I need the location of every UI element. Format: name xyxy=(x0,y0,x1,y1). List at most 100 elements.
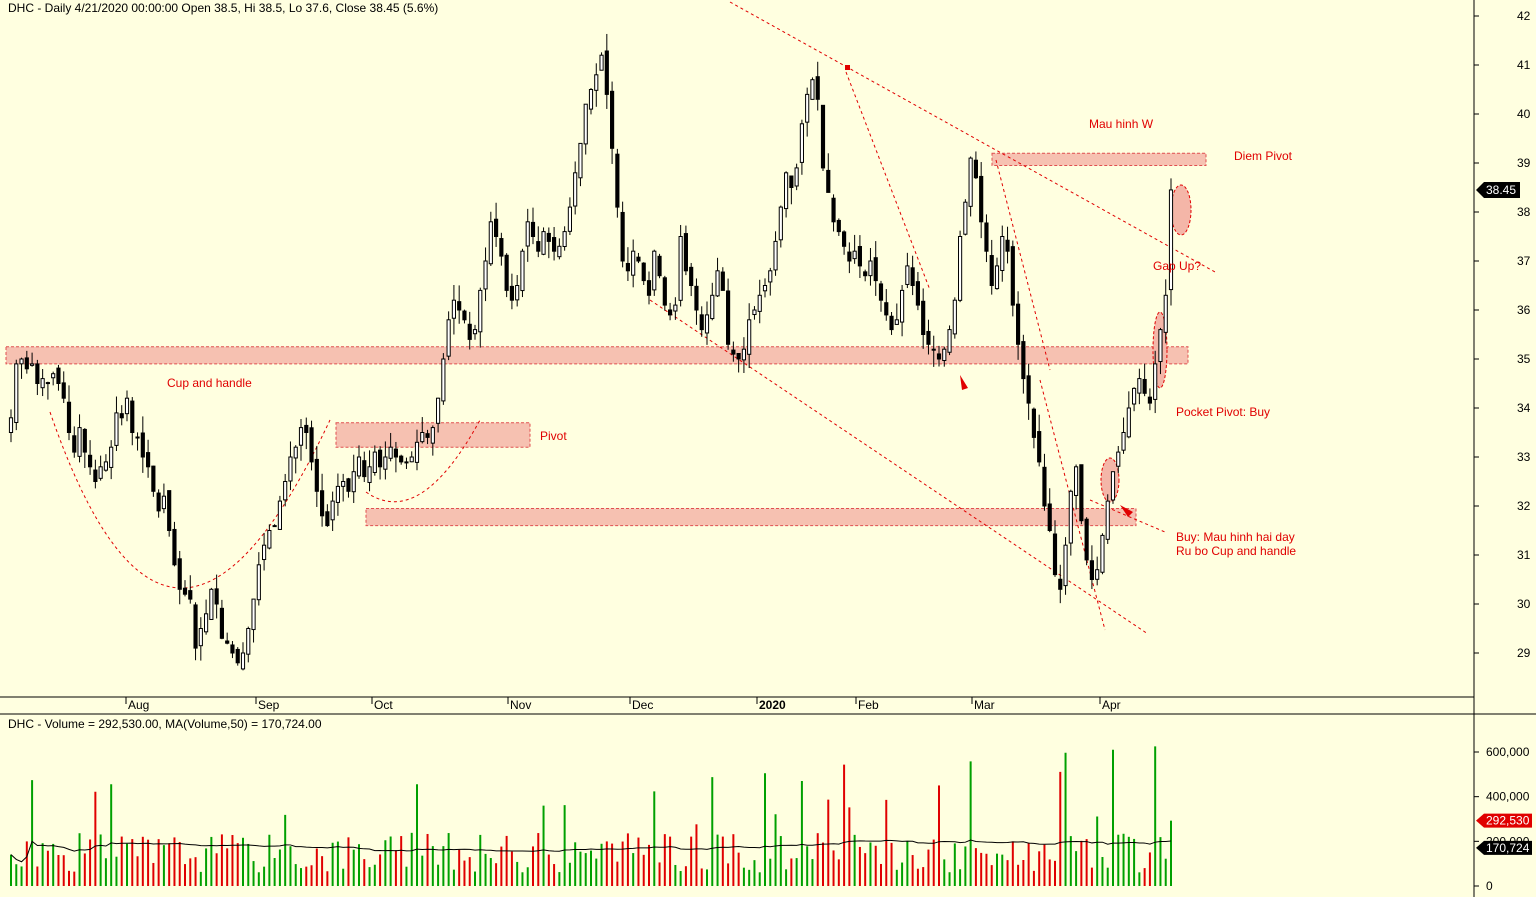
trend-line xyxy=(1089,499,1166,533)
price-axis-label: 36 xyxy=(1517,303,1531,317)
candle-body xyxy=(230,644,235,654)
candle-body xyxy=(789,175,794,188)
candle-body xyxy=(130,400,135,434)
candle-body xyxy=(430,427,435,444)
candle-body xyxy=(1089,560,1094,581)
candle-body xyxy=(14,363,19,424)
candle-body xyxy=(678,236,683,301)
candle-body xyxy=(24,357,29,370)
candle-body xyxy=(1153,363,1158,400)
candle-body xyxy=(668,309,673,316)
candle-body xyxy=(884,302,889,316)
time-axis-label: Dec xyxy=(632,698,653,712)
time-axis-label: 2020 xyxy=(759,698,786,712)
candle-body xyxy=(726,290,731,345)
peak-marker xyxy=(845,65,850,70)
time-axis-label: Sep xyxy=(258,698,280,712)
candle-body xyxy=(45,382,50,385)
candle-body xyxy=(509,285,514,301)
price-axis-label: 42 xyxy=(1517,9,1531,23)
candle-body xyxy=(652,250,657,291)
candle-body xyxy=(161,495,166,510)
candle-body xyxy=(1031,408,1036,438)
candle-body xyxy=(963,201,968,235)
candle-body xyxy=(124,397,130,415)
candle-body xyxy=(1016,303,1021,345)
candle-body xyxy=(1137,378,1142,394)
candle-body xyxy=(119,413,124,419)
candle-body xyxy=(615,153,620,208)
candle-body xyxy=(810,79,815,100)
candle-body xyxy=(214,588,219,605)
candle-body xyxy=(488,221,493,265)
ma-volume-label: 170,724 xyxy=(1486,841,1530,855)
candle-body xyxy=(842,231,847,247)
candle-body xyxy=(968,157,973,207)
candle-body xyxy=(235,648,240,664)
candle-body xyxy=(1063,544,1068,587)
candle-body xyxy=(926,330,931,345)
price-axis-label: 37 xyxy=(1517,254,1531,268)
last-price-tag xyxy=(1476,181,1520,198)
candle-body xyxy=(1068,490,1073,544)
candle-body xyxy=(362,460,367,478)
candle-body xyxy=(378,449,383,468)
candle-body xyxy=(720,271,725,291)
candle-body xyxy=(272,525,277,528)
candle-body xyxy=(673,304,678,312)
candle-body xyxy=(309,427,314,463)
trend-line xyxy=(845,71,931,291)
candle-body xyxy=(757,294,762,312)
candle-body xyxy=(288,456,293,482)
price-axis-label: 29 xyxy=(1517,646,1531,660)
candle-body xyxy=(146,452,151,468)
annotation-buy_line1: Buy: Mau hinh hai day xyxy=(1176,530,1295,544)
candle-body xyxy=(784,172,789,210)
candle-body xyxy=(646,280,652,296)
candle-body xyxy=(483,260,488,290)
volume-axis-label: 0 xyxy=(1486,879,1493,893)
candle-body xyxy=(425,433,430,438)
candle-body xyxy=(979,175,984,223)
candle-body xyxy=(994,265,1000,290)
candle-body xyxy=(847,251,852,262)
candle-body xyxy=(546,232,551,242)
candle-body xyxy=(636,256,641,262)
candle-body xyxy=(399,455,404,463)
gap-ellipse xyxy=(1170,184,1192,236)
time-axis-label: Oct xyxy=(374,698,393,712)
annotation-buy_line2: Ru bo Cup and handle xyxy=(1176,544,1296,558)
candle-body xyxy=(457,301,462,311)
candle-body xyxy=(156,492,161,512)
handle-arc xyxy=(365,419,481,503)
candle-body xyxy=(931,348,936,351)
candle-body xyxy=(1158,329,1163,363)
time-axis-label: Feb xyxy=(858,698,879,712)
candle-body xyxy=(552,237,557,252)
candle-body xyxy=(135,436,140,439)
candle-body xyxy=(625,262,630,272)
candle-body xyxy=(330,500,335,521)
candle-body xyxy=(620,211,625,262)
candle-body xyxy=(1010,246,1015,306)
candle-body xyxy=(657,255,662,277)
candle-body xyxy=(188,590,193,600)
trend-line xyxy=(1039,379,1106,631)
candle-body xyxy=(151,465,156,492)
candle-body xyxy=(293,446,298,459)
candle-body xyxy=(778,206,783,241)
candle-body xyxy=(462,310,467,321)
candle-body xyxy=(98,466,103,479)
candle-body xyxy=(109,446,114,468)
candle-body xyxy=(958,236,963,301)
candle-body xyxy=(578,142,583,179)
candle-body xyxy=(1116,451,1121,467)
candle-body xyxy=(710,294,715,320)
candle-body xyxy=(857,246,862,267)
annotation-pocket_pivot: Pocket Pivot: Buy xyxy=(1176,405,1270,419)
candle-body xyxy=(863,271,868,277)
candle-body xyxy=(1100,534,1105,573)
